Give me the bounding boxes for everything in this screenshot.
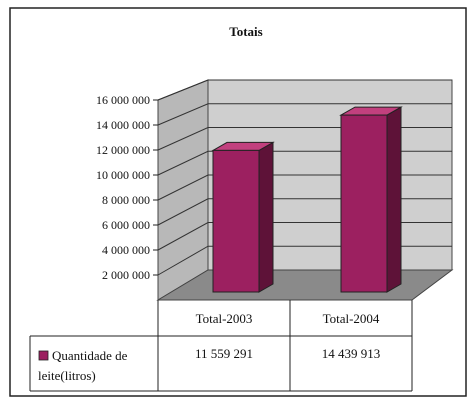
gridline [157,103,452,126]
bar [211,141,275,293]
y-tick-label: 8 000 000 [102,193,150,207]
y-tick-label: 14 000 000 [96,118,150,132]
gridline [157,79,452,101]
category-label-2003: Total-2003 [196,311,253,326]
bars [211,106,403,293]
category-label-2004: Total-2004 [323,311,380,326]
value-label-2004: 14 439 913 [322,346,381,361]
legend-swatch [38,350,49,361]
y-tick-label: 10 000 000 [96,168,150,182]
y-tick-label: 12 000 000 [96,143,150,157]
value-label-2003: 11 559 291 [195,346,253,361]
y-tick-label: 16 000 000 [96,93,150,107]
floor [156,269,454,301]
bar-front [340,114,388,293]
bar-side [258,141,274,293]
y-tick-label: 4 000 000 [102,243,150,257]
y-axis: 2 000 000 4 000 000 6 000 000 8 000 000 10 0… [96,93,158,282]
y-tick-label: 2 000 000 [102,268,150,282]
data-table: Total-2003 Total-2004 Quantidade de leit… [29,300,413,392]
legend-label: Quantidade de leite(litros) [38,348,131,383]
bar-front [212,149,260,293]
bar-side [386,106,402,293]
bar [339,106,403,293]
side-wall [157,79,209,301]
chart-title: Totais [229,24,262,39]
y-tick-label: 6 000 000 [102,218,150,232]
